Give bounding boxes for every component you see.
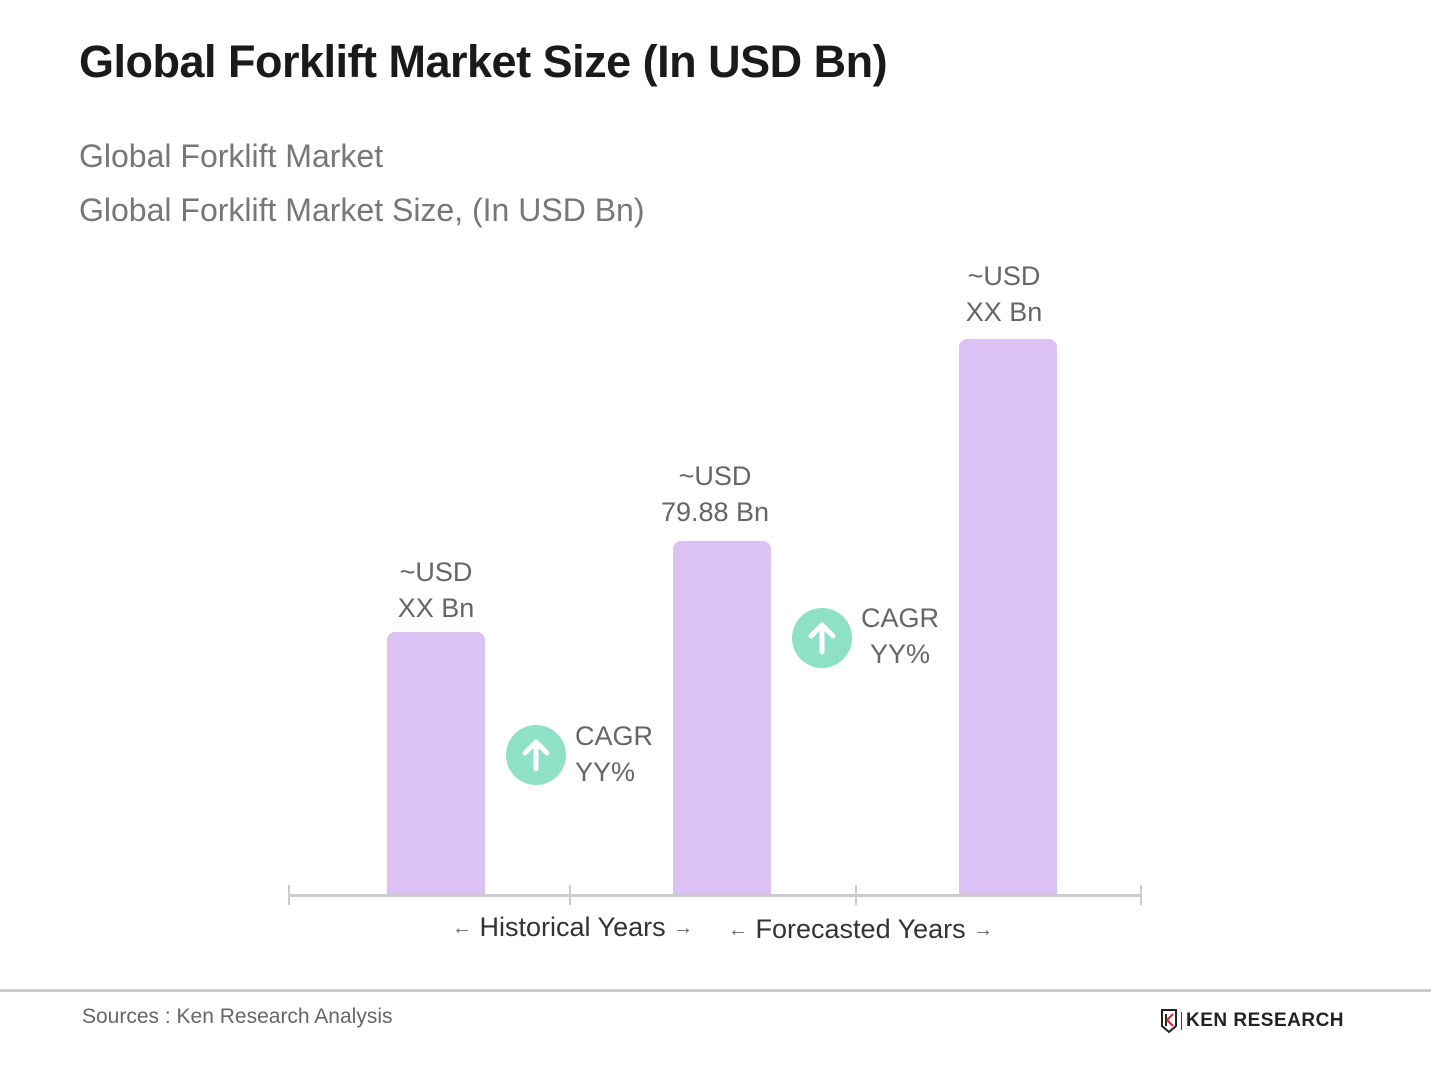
cagr-label-1-line2: YY% (575, 757, 636, 787)
historical-years-label: ← Historical Years → (452, 912, 693, 943)
ken-research-shield-icon (1161, 1009, 1177, 1033)
arrow-left-icon: ← (452, 917, 472, 939)
source-note: Sources : Ken Research Analysis (82, 1005, 393, 1028)
bar-label-1: ~USD XX Bn (336, 554, 536, 626)
x-axis-tick (288, 885, 290, 905)
cagr-label-1: CAGR YY% (575, 718, 653, 790)
x-axis-tick (569, 885, 571, 905)
logo-text: KEN RESEARCH (1186, 1010, 1345, 1031)
x-axis-tick (855, 885, 857, 905)
forecasted-years-text: Forecasted Years (755, 914, 966, 944)
bar-2 (673, 541, 771, 896)
cagr-label-2: CAGR YY% (861, 600, 939, 672)
ken-research-logo: KEN RESEARCH (1160, 1008, 1344, 1034)
logo-separator (1181, 1012, 1182, 1030)
bar-label-1-line1: ~USD (399, 557, 473, 587)
arrow-right-icon: → (673, 917, 694, 939)
bar-3 (959, 339, 1057, 896)
chart-title: Global Forklift Market Size (In USD Bn) (79, 36, 888, 87)
bar-label-3: ~USD XX Bn (904, 258, 1104, 330)
bar-1 (387, 632, 485, 896)
footer-divider (0, 989, 1431, 992)
arrow-up-circle-icon (506, 725, 566, 785)
bar-label-2-line2: 79.88 Bn (660, 497, 770, 527)
cagr-label-2-line2: YY% (869, 639, 931, 669)
arrow-right-icon: → (973, 919, 994, 941)
cagr-label-1-line1: CAGR (575, 721, 654, 751)
historical-years-text: Historical Years (479, 912, 666, 942)
forecasted-years-label: ← Forecasted Years → (728, 914, 993, 945)
chart-subtitle-1: Global Forklift Market (79, 138, 384, 174)
bar-label-3-line2: XX Bn (965, 297, 1043, 327)
bar-label-2-line1: ~USD (678, 461, 752, 491)
x-axis-line (289, 894, 1141, 897)
arrow-left-icon: ← (728, 919, 748, 941)
bar-label-3-line1: ~USD (967, 261, 1041, 291)
chart-subtitle-2: Global Forklift Market Size, (In USD Bn) (79, 192, 645, 228)
bar-label-1-line2: XX Bn (397, 593, 475, 623)
arrow-up-circle-icon (792, 608, 852, 668)
x-axis-tick (1140, 885, 1142, 905)
cagr-label-2-line1: CAGR (861, 603, 940, 633)
bar-label-2: ~USD 79.88 Bn (615, 458, 815, 530)
